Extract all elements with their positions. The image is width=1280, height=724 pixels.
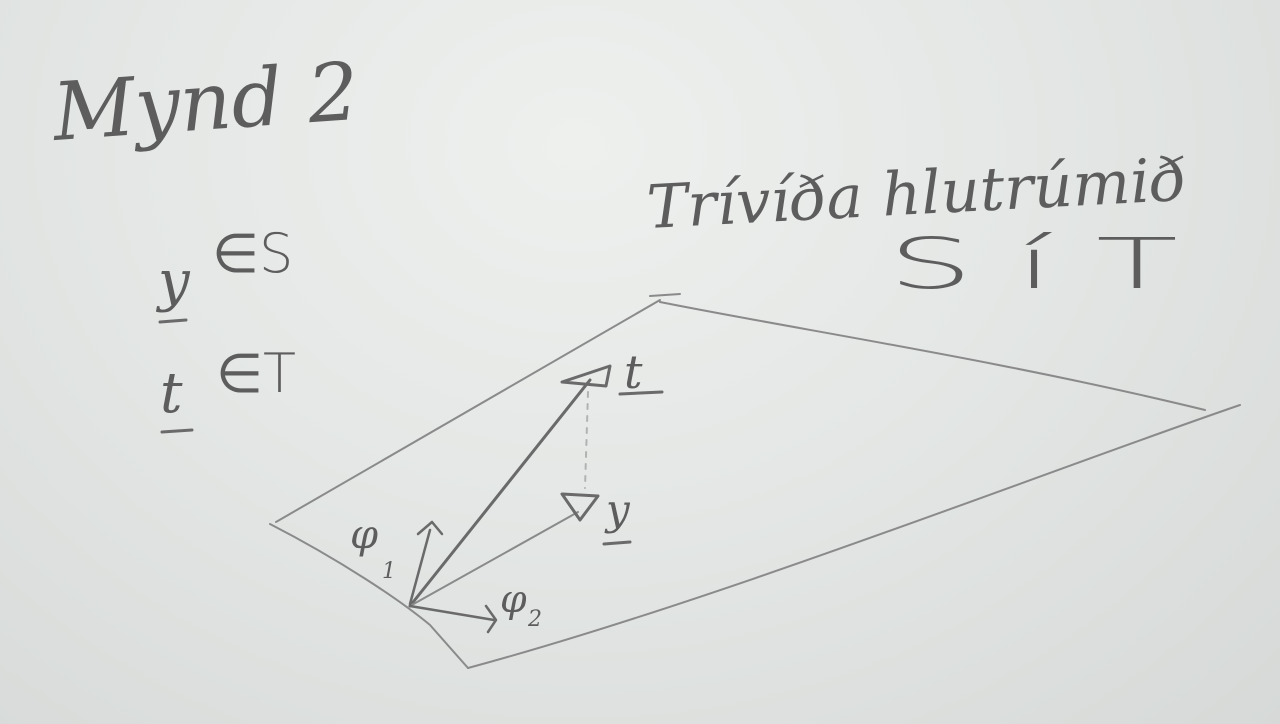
- legend-vector-y: y: [155, 249, 191, 314]
- vector-t-label: t: [624, 345, 643, 399]
- vector-y: y: [409, 485, 632, 607]
- legend-t-in-t: t ∈T: [160, 342, 296, 434]
- basis-vector-1: φ 1: [350, 512, 444, 606]
- sketch-title: Mynd 2: [48, 45, 362, 159]
- vector-t-arrowhead: [560, 364, 612, 388]
- vector-y-label: y: [604, 485, 631, 534]
- vector-t-underline: [618, 390, 664, 396]
- plane-s: [269, 293, 1241, 669]
- basis-1-arrowhead: [416, 520, 444, 536]
- basis-2-arrowhead: [484, 604, 498, 634]
- legend-t-underline: [160, 428, 194, 434]
- vector-t: t: [408, 345, 664, 608]
- plane-edge-right: [467, 404, 1241, 669]
- basis-vector-2: φ 2: [408, 577, 542, 634]
- vector-y-arrowhead: [560, 492, 600, 522]
- basis-1-shaft: [408, 528, 432, 606]
- vector-y-underline: [602, 540, 632, 546]
- projection-line: [584, 391, 589, 489]
- basis-1-index: 1: [382, 559, 396, 584]
- plane-edge-top-right: [649, 293, 1206, 411]
- basis-2-shaft: [408, 604, 496, 622]
- subspace-labels: S í T: [888, 223, 1178, 305]
- basis-2-label: φ: [500, 577, 527, 621]
- vector-t-shaft: [408, 378, 592, 608]
- basis-1-label: φ: [350, 512, 378, 558]
- vector-y-shaft: [409, 511, 579, 607]
- legend-y-in-s: y ∈S: [155, 222, 293, 324]
- basis-2-index: 2: [527, 607, 542, 632]
- legend-y-underline: [158, 318, 188, 324]
- plane-edge-top: [275, 299, 661, 523]
- legend-relation-s: ∈S: [212, 222, 293, 285]
- legend-relation-t: ∈T: [216, 342, 296, 405]
- legend-vector-t: t: [160, 361, 183, 426]
- plane-edge-left: [269, 523, 469, 669]
